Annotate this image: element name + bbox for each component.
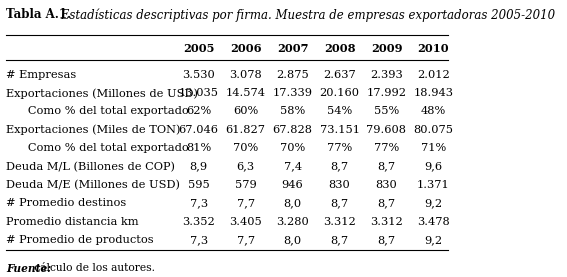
Text: 17.339: 17.339 — [273, 88, 312, 98]
Text: 8,7: 8,7 — [378, 198, 396, 209]
Text: 3.280: 3.280 — [276, 217, 309, 227]
Text: 830: 830 — [375, 180, 397, 190]
Text: 3.078: 3.078 — [229, 70, 262, 79]
Text: 830: 830 — [329, 180, 350, 190]
Text: 9,2: 9,2 — [424, 235, 442, 245]
Text: 2.012: 2.012 — [417, 70, 450, 79]
Text: 14.574: 14.574 — [226, 88, 265, 98]
Text: 8,0: 8,0 — [284, 235, 302, 245]
Text: 2010: 2010 — [418, 43, 449, 54]
Text: 58%: 58% — [280, 106, 305, 116]
Text: 6,3: 6,3 — [236, 162, 255, 172]
Text: 3.405: 3.405 — [229, 217, 262, 227]
Text: 9,2: 9,2 — [424, 198, 442, 209]
Text: 8,7: 8,7 — [331, 235, 349, 245]
Text: 62%: 62% — [186, 106, 211, 116]
Text: 1.371: 1.371 — [417, 180, 450, 190]
Text: # Empresas: # Empresas — [6, 70, 76, 79]
Text: 79.608: 79.608 — [366, 125, 407, 135]
Text: 2005: 2005 — [183, 43, 214, 54]
Text: 7,3: 7,3 — [189, 235, 208, 245]
Text: 2.875: 2.875 — [276, 70, 309, 79]
Text: 8,9: 8,9 — [189, 162, 208, 172]
Text: 8,7: 8,7 — [378, 162, 396, 172]
Text: 7,7: 7,7 — [236, 235, 255, 245]
Text: 67.046: 67.046 — [179, 125, 219, 135]
Text: 2008: 2008 — [324, 43, 356, 54]
Text: 3.312: 3.312 — [370, 217, 403, 227]
Text: 81%: 81% — [186, 143, 211, 153]
Text: 80.075: 80.075 — [413, 125, 454, 135]
Text: Como % del total exportado: Como % del total exportado — [17, 143, 189, 153]
Text: 3.312: 3.312 — [323, 217, 356, 227]
Text: cálculo de los autores.: cálculo de los autores. — [31, 263, 155, 273]
Text: Tabla A.1.: Tabla A.1. — [6, 8, 71, 21]
Text: 67.828: 67.828 — [273, 125, 312, 135]
Text: 7,7: 7,7 — [236, 198, 255, 209]
Text: 13.035: 13.035 — [179, 88, 219, 98]
Text: Deuda M/E (Millones de USD): Deuda M/E (Millones de USD) — [6, 180, 180, 190]
Text: Deuda M/L (Billones de COP): Deuda M/L (Billones de COP) — [6, 162, 175, 172]
Text: 77%: 77% — [327, 143, 352, 153]
Text: Estadísticas descriptivas por firma. Muestra de empresas exportadoras 2005-2010: Estadísticas descriptivas por firma. Mue… — [57, 8, 555, 22]
Text: Exportaciones (Miles de TON): Exportaciones (Miles de TON) — [6, 125, 180, 135]
Text: Fuente:: Fuente: — [6, 263, 51, 274]
Text: 61.827: 61.827 — [226, 125, 265, 135]
Text: 8,7: 8,7 — [331, 162, 349, 172]
Text: 3.530: 3.530 — [183, 70, 215, 79]
Text: 7,3: 7,3 — [189, 198, 208, 209]
Text: 2007: 2007 — [277, 43, 308, 54]
Text: 8,7: 8,7 — [331, 198, 349, 209]
Text: 55%: 55% — [374, 106, 399, 116]
Text: 20.160: 20.160 — [320, 88, 359, 98]
Text: 946: 946 — [282, 180, 303, 190]
Text: Promedio distancia km: Promedio distancia km — [6, 217, 138, 227]
Text: 9,6: 9,6 — [424, 162, 442, 172]
Text: 73.151: 73.151 — [320, 125, 359, 135]
Text: 579: 579 — [235, 180, 256, 190]
Text: 2009: 2009 — [371, 43, 402, 54]
Text: 77%: 77% — [374, 143, 399, 153]
Text: 3.478: 3.478 — [417, 217, 450, 227]
Text: # Promedio de productos: # Promedio de productos — [6, 235, 154, 245]
Text: 70%: 70% — [280, 143, 305, 153]
Text: Como % del total exportado: Como % del total exportado — [17, 106, 189, 116]
Text: 48%: 48% — [421, 106, 446, 116]
Text: 54%: 54% — [327, 106, 352, 116]
Text: 2.393: 2.393 — [370, 70, 403, 79]
Text: # Promedio destinos: # Promedio destinos — [6, 198, 126, 209]
Text: 17.992: 17.992 — [366, 88, 407, 98]
Text: 70%: 70% — [233, 143, 258, 153]
Text: 18.943: 18.943 — [413, 88, 454, 98]
Text: Exportaciones (Millones de USD): Exportaciones (Millones de USD) — [6, 88, 198, 99]
Text: 8,0: 8,0 — [284, 198, 302, 209]
Text: 60%: 60% — [233, 106, 258, 116]
Text: 8,7: 8,7 — [378, 235, 396, 245]
Text: 2.637: 2.637 — [323, 70, 356, 79]
Text: 3.352: 3.352 — [183, 217, 215, 227]
Text: 595: 595 — [188, 180, 210, 190]
Text: 71%: 71% — [421, 143, 446, 153]
Text: 7,4: 7,4 — [284, 162, 302, 172]
Text: 2006: 2006 — [230, 43, 261, 54]
